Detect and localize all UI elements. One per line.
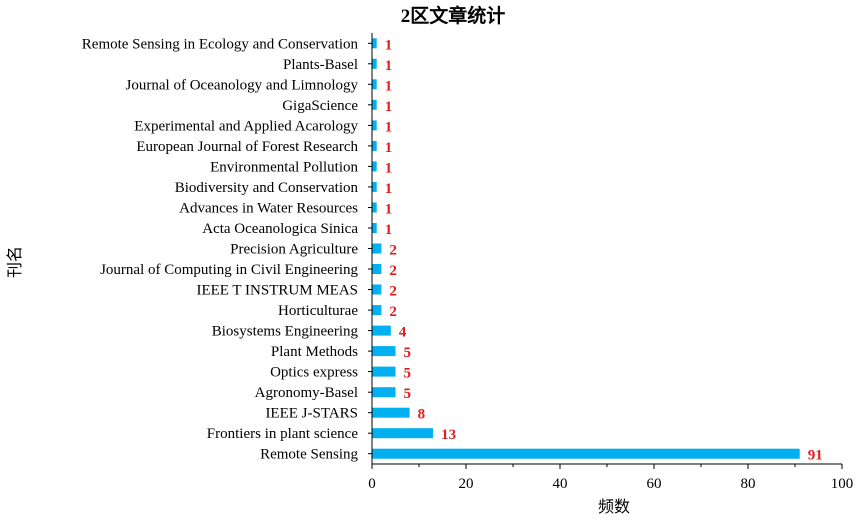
bar-remote-sensing-in-ecology-and-conservation <box>372 38 377 49</box>
category-label-optics-express: Optics express <box>270 365 358 381</box>
bar-horticulturae <box>372 305 382 316</box>
value-label-optics-express: 5 <box>404 366 412 382</box>
x-tick-label-0: 0 <box>368 476 376 492</box>
bar-acta-oceanologica-sinica <box>372 223 377 233</box>
value-label-remote-sensing-in-ecology-and-conservation: 1 <box>385 37 393 53</box>
bar-experimental-and-applied-acarology <box>372 120 377 131</box>
value-label-experimental-and-applied-acarology: 1 <box>385 119 393 135</box>
axes: 0 20 40 60 80 100 <box>368 33 853 492</box>
category-label-agronomy-basel: Agronomy-Basel <box>255 385 358 401</box>
value-label-environmental-pollution: 1 <box>385 160 393 176</box>
bar-biodiversity-and-conservation <box>372 181 377 192</box>
value-label-european-journal-of-forest-research: 1 <box>385 140 393 156</box>
value-label-precision-agriculture: 2 <box>389 243 397 259</box>
category-label-frontiers-in-plant-science: Frontiers in plant science <box>207 426 359 442</box>
bar-journal-of-computing-in-civil-engineering <box>372 264 382 274</box>
bar-gigascience <box>372 99 377 110</box>
value-label-remote-sensing: 91 <box>808 448 823 464</box>
category-label-remote-sensing-in-ecology-and-conservation: Remote Sensing in Ecology and Conservati… <box>82 36 359 52</box>
category-label-horticulturae: Horticulturae <box>278 303 358 319</box>
bar-ieee-t-instrum-meas <box>372 284 382 295</box>
value-label-biodiversity-and-conservation: 1 <box>385 181 393 197</box>
value-label-horticulturae: 2 <box>389 304 397 320</box>
category-label-plants-basel: Plants-Basel <box>283 57 358 73</box>
value-label-journal-of-oceanology-and-limnology: 1 <box>385 78 393 94</box>
category-label-gigascience: GigaScience <box>282 98 358 114</box>
category-label-european-journal-of-forest-research: European Journal of Forest Research <box>136 139 358 155</box>
value-label-ieee-j-stars: 8 <box>418 407 426 423</box>
bar-plants-basel <box>372 58 377 69</box>
category-label-advances-in-water-resources: Advances in Water Resources <box>179 201 358 217</box>
value-label-journal-of-computing-in-civil-engineering: 2 <box>389 263 397 279</box>
x-tick-label-40: 40 <box>553 476 568 492</box>
value-label-biosystems-engineering: 4 <box>399 325 407 341</box>
x-tick-label-20: 20 <box>459 476 474 492</box>
category-label-remote-sensing: Remote Sensing <box>260 447 358 463</box>
x-tick-label-80: 80 <box>741 476 756 492</box>
category-label-precision-agriculture: Precision Agriculture <box>230 242 358 258</box>
x-tick-label-60: 60 <box>647 476 662 492</box>
y-axis-title: 刊名 <box>6 246 24 278</box>
value-label-ieee-t-instrum-meas: 2 <box>389 284 397 300</box>
value-label-agronomy-basel: 5 <box>404 386 412 402</box>
category-label-ieee-t-instrum-meas: IEEE T INSTRUM MEAS <box>196 283 358 299</box>
category-label-journal-of-computing-in-civil-engineering: Journal of Computing in Civil Engineerin… <box>100 262 358 278</box>
bar-precision-agriculture <box>372 243 382 254</box>
bar-plant-methods <box>372 346 396 357</box>
category-label-acta-oceanologica-sinica: Acta Oceanologica Sinica <box>202 221 358 237</box>
bar-biosystems-engineering <box>372 325 391 336</box>
bar-advances-in-water-resources <box>372 202 377 213</box>
bar-journal-of-oceanology-and-limnology <box>372 79 377 90</box>
category-label-plant-methods: Plant Methods <box>271 344 358 360</box>
bar-european-journal-of-forest-research <box>372 140 377 151</box>
chart-title: 2区文章统计 <box>401 4 506 27</box>
category-label-biosystems-engineering: Biosystems Engineering <box>212 324 359 340</box>
bar-agronomy-basel <box>372 387 396 398</box>
category-labels: Remote Sensing in Ecology and Conservati… <box>82 36 359 462</box>
bar-remote-sensing <box>372 448 800 459</box>
category-label-experimental-and-applied-acarology: Experimental and Applied Acarology <box>134 118 358 134</box>
value-label-advances-in-water-resources: 1 <box>385 202 393 218</box>
value-label-gigascience: 1 <box>385 99 393 115</box>
category-label-biodiversity-and-conservation: Biodiversity and Conservation <box>175 180 359 196</box>
bar-frontiers-in-plant-science <box>372 428 434 439</box>
value-label-frontiers-in-plant-science: 13 <box>441 427 456 443</box>
category-label-ieee-j-stars: IEEE J-STARS <box>265 406 358 422</box>
bar-optics-express <box>372 366 396 377</box>
category-label-journal-of-oceanology-and-limnology: Journal of Oceanology and Limnology <box>126 77 359 93</box>
value-label-plant-methods: 5 <box>404 345 412 361</box>
value-label-plants-basel: 1 <box>385 58 393 74</box>
category-label-environmental-pollution: Environmental Pollution <box>210 159 358 175</box>
bar-environmental-pollution <box>372 161 377 172</box>
x-axis-title: 频数 <box>598 498 630 516</box>
x-tick-label-100: 100 <box>831 476 854 492</box>
bar-ieee-j-stars <box>372 407 410 418</box>
value-label-acta-oceanologica-sinica: 1 <box>385 222 393 238</box>
bars-layer <box>372 38 800 459</box>
